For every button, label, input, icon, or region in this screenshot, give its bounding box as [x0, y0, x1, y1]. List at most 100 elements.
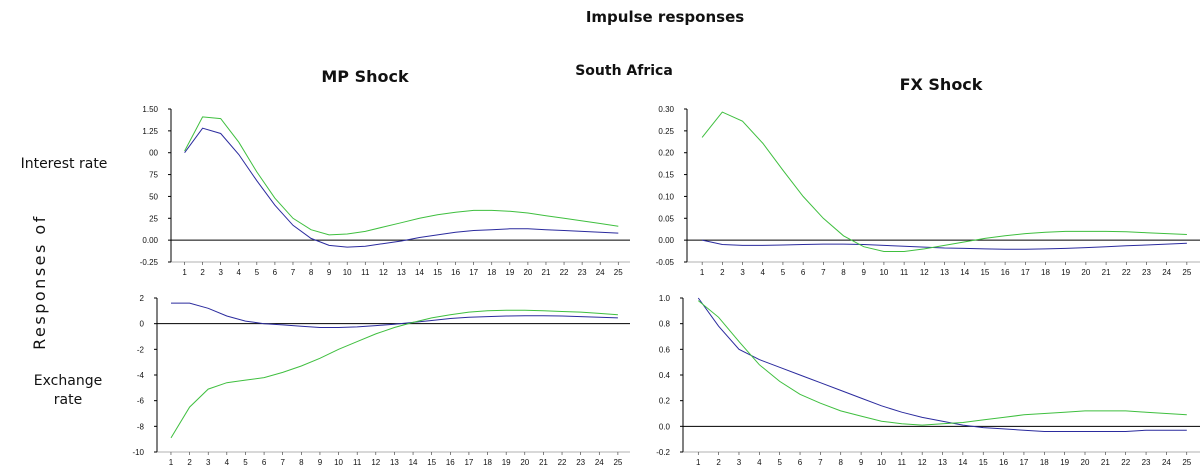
x-tick-label: 7: [818, 458, 823, 467]
x-tick-label: 1: [182, 268, 187, 277]
y-tick-label: -2: [137, 345, 145, 354]
x-tick-label: 11: [353, 458, 362, 467]
x-tick-label: 16: [1001, 268, 1010, 277]
x-tick-label: 24: [1162, 268, 1171, 277]
x-tick-label: 11: [898, 458, 907, 467]
x-tick-label: 11: [900, 268, 909, 277]
x-tick-label: 15: [433, 268, 442, 277]
y-tick-label: 0.05: [658, 214, 674, 223]
x-tick-label: 23: [578, 268, 587, 277]
x-tick-label: 3: [737, 458, 742, 467]
y-tick-label: 0.30: [658, 105, 674, 114]
x-tick-label: 20: [1081, 268, 1090, 277]
x-tick-label: 22: [1121, 458, 1130, 467]
series-line-green: [697, 300, 1187, 426]
y-tick-label: -6: [137, 397, 145, 406]
x-tick-label: 10: [879, 268, 888, 277]
x-tick-label: 17: [464, 458, 473, 467]
x-tick-label: 13: [938, 458, 947, 467]
x-tick-label: 20: [520, 458, 529, 467]
x-tick-label: 21: [542, 268, 551, 277]
x-tick-label: 22: [558, 458, 567, 467]
x-tick-label: 8: [841, 268, 846, 277]
x-tick-label: 10: [877, 458, 886, 467]
y-tick-label: 0.00: [142, 236, 158, 245]
y-tick-label: 0.0: [659, 422, 671, 431]
x-tick-label: 5: [255, 268, 260, 277]
series-line-blue: [184, 127, 619, 248]
y-tick-label: 1.25: [142, 127, 158, 136]
series-line-blue: [701, 239, 1187, 250]
y-tick-label: 0.20: [658, 149, 674, 158]
x-tick-label: 9: [327, 268, 332, 277]
x-tick-label: 24: [596, 268, 605, 277]
x-tick-label: 25: [614, 268, 623, 277]
y-tick-label: 0.4: [659, 371, 671, 380]
series-line-blue: [171, 302, 618, 328]
x-tick-label: 21: [539, 458, 548, 467]
x-tick-label: 8: [299, 458, 304, 467]
x-tick-label: 4: [757, 458, 762, 467]
y-tick-label: 1.50: [142, 105, 158, 114]
col-title-fx: FX Shock: [900, 75, 983, 94]
x-tick-label: 13: [390, 458, 399, 467]
x-tick-label: 2: [187, 458, 192, 467]
x-tick-label: 1: [169, 458, 174, 467]
x-tick-label: 23: [576, 458, 585, 467]
row-label-interest: Interest rate: [21, 156, 108, 172]
x-tick-label: 3: [740, 268, 745, 277]
x-tick-label: 23: [1142, 268, 1151, 277]
x-tick-label: 8: [309, 268, 314, 277]
y-tick-label: 75: [149, 171, 158, 180]
y-tick-label: 1.0: [659, 294, 671, 303]
x-tick-label: 19: [1061, 268, 1070, 277]
row-label-exchange-1: Exchange: [34, 373, 102, 389]
x-tick-label: 20: [1081, 458, 1090, 467]
x-tick-label: 17: [469, 268, 478, 277]
panel-mp-exchange: 20-2-4-6-8-101 2 3 4 5 6 7 8 9 10 11 12 13 14 15 16 17 18…: [132, 294, 630, 467]
y-tick-label: 0.25: [658, 127, 674, 136]
x-tick-label: 1: [700, 268, 705, 277]
col-title-mp: MP Shock: [321, 67, 409, 86]
x-tick-label: 6: [801, 268, 806, 277]
x-tick-label: 3: [218, 268, 223, 277]
x-tick-label: 4: [761, 268, 766, 277]
x-tick-label: 21: [1101, 458, 1110, 467]
y-tick-label: 50: [149, 192, 158, 201]
x-tick-label: 16: [451, 268, 460, 277]
y-tick-label: -10: [132, 448, 144, 457]
x-tick-label: 5: [781, 268, 786, 277]
series-line-green: [170, 309, 618, 439]
y-tick-label: 0: [140, 320, 145, 329]
x-tick-label: 25: [1182, 458, 1191, 467]
x-tick-label: 13: [397, 268, 406, 277]
x-tick-label: 11: [361, 268, 370, 277]
x-tick-label: 25: [613, 458, 622, 467]
row-label-exchange-2: rate: [54, 392, 82, 408]
x-tick-label: 4: [225, 458, 230, 467]
x-tick-label: 6: [798, 458, 803, 467]
x-tick-label: 2: [200, 268, 205, 277]
x-tick-label: 16: [446, 458, 455, 467]
x-tick-label: 13: [940, 268, 949, 277]
x-tick-label: 6: [273, 268, 278, 277]
x-tick-label: 18: [483, 458, 492, 467]
x-tick-label: 8: [839, 458, 844, 467]
y-tick-label: -0.25: [140, 258, 159, 267]
y-tick-label: 0.6: [659, 345, 671, 354]
y-tick-label: -0.2: [656, 448, 670, 457]
y-tick-label: 25: [149, 214, 158, 223]
country-label: South Africa: [575, 63, 673, 79]
y-tick-label: 0.10: [658, 192, 674, 201]
x-tick-label: 14: [415, 268, 424, 277]
x-tick-label: 19: [505, 268, 514, 277]
figure-title: Impulse responses: [586, 8, 744, 26]
series-line-blue: [697, 297, 1187, 432]
x-tick-label: 18: [1040, 458, 1049, 467]
x-tick-label: 19: [502, 458, 511, 467]
x-tick-label: 20: [523, 268, 532, 277]
x-tick-label: 5: [243, 458, 248, 467]
x-tick-label: 2: [720, 268, 725, 277]
x-tick-label: 7: [821, 268, 826, 277]
